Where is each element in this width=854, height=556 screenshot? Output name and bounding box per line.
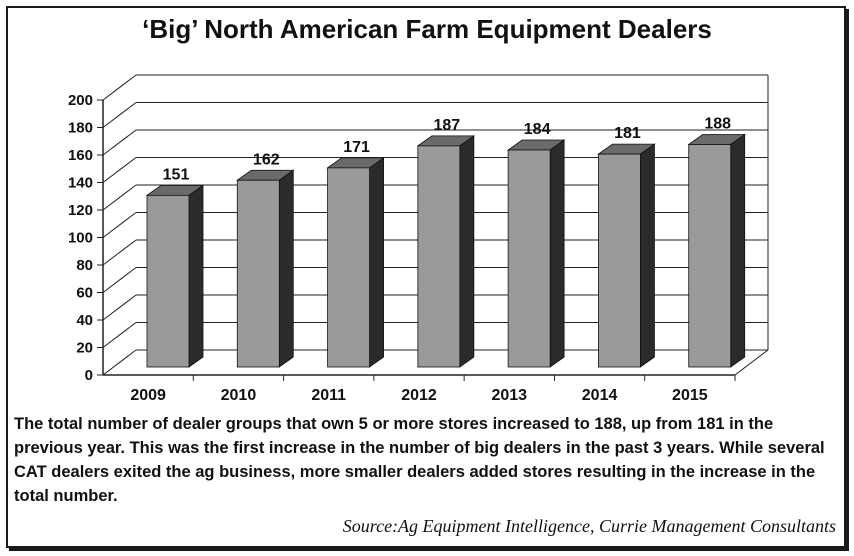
source-note: Source:Ag Equipment Intelligence, Currie… — [342, 516, 836, 536]
bar-side — [188, 184, 204, 368]
x-tick-label: 2014 — [582, 387, 618, 404]
bar-side — [549, 139, 565, 368]
y-tick-label: 20 — [76, 340, 93, 357]
y-tick-label: 40 — [76, 312, 93, 329]
grid-diagonal — [102, 102, 137, 128]
data-label: 187 — [434, 117, 461, 134]
y-tick-label: 160 — [68, 147, 93, 164]
y-tick-label: 140 — [68, 175, 93, 192]
x-tick-label: 2015 — [672, 387, 708, 404]
y-tick-label: 180 — [68, 120, 93, 137]
data-label: 162 — [253, 151, 280, 168]
x-tick-label: 2010 — [221, 387, 257, 404]
x-tick-labels: 2009 2010 2011 2012 2013 2014 2015 — [130, 387, 707, 404]
data-label: 184 — [524, 121, 551, 138]
bar-side — [640, 143, 655, 368]
y-tick-label: 100 — [68, 230, 93, 247]
grid-diagonal — [102, 239, 137, 266]
bar-2011: 171 — [326, 139, 385, 368]
bar-2013: 184 — [506, 121, 566, 368]
bars: 151 162 171 187 184 181 188 — [145, 116, 746, 368]
chart-caption: The total number of dealer groups that o… — [14, 415, 825, 505]
y-tick-label: 200 — [68, 92, 93, 109]
y-tick-label: 80 — [76, 257, 93, 274]
grid-diagonal — [102, 157, 137, 183]
grid-diagonal — [102, 267, 137, 293]
grid-diagonal — [102, 294, 137, 321]
bar-side — [369, 157, 384, 368]
x-tick-label: 2011 — [311, 387, 346, 404]
bar-side — [278, 169, 294, 368]
bar-side — [459, 135, 475, 368]
floor-edge — [734, 349, 769, 376]
bar-2015: 188 — [687, 116, 746, 368]
y-tick-label: 120 — [68, 202, 93, 219]
bar-front — [417, 145, 461, 368]
bar-front — [146, 194, 190, 368]
y-tick-labels: 0 20 40 60 80 100 120 140 160 180 200 — [68, 92, 93, 384]
grid-diagonal — [102, 349, 137, 376]
bar-chart: 0 20 40 60 80 100 120 140 160 180 200 151 162 171 187… — [68, 74, 769, 404]
grid-diagonal — [102, 212, 137, 238]
grid-diagonal — [102, 322, 137, 348]
data-label: 171 — [343, 139, 370, 156]
data-label: 151 — [163, 166, 190, 183]
bar-front — [327, 167, 370, 368]
bar-side — [730, 133, 746, 368]
bar-2009: 151 — [145, 166, 205, 368]
bar-front — [507, 149, 551, 368]
axes — [97, 99, 736, 381]
bar-front — [598, 153, 641, 368]
data-label: 188 — [704, 116, 731, 133]
x-tick-label: 2013 — [491, 387, 527, 404]
grid-diagonal — [102, 74, 137, 101]
grid-diagonal — [102, 184, 137, 211]
bar-front — [236, 179, 280, 368]
x-tick-label: 2012 — [401, 387, 437, 404]
y-tick-label: 60 — [76, 285, 93, 302]
bar-2014: 181 — [597, 125, 656, 368]
data-label: 181 — [614, 125, 641, 142]
grid-diagonal — [102, 129, 137, 156]
x-tick-label: 2009 — [130, 387, 166, 404]
bar-front — [688, 144, 732, 368]
bar-2010: 162 — [236, 151, 295, 368]
y-tick-label: 0 — [85, 367, 93, 384]
bar-2012: 187 — [416, 117, 476, 368]
chart-title: ‘Big’ North American Farm Equipment Deal… — [142, 14, 712, 44]
